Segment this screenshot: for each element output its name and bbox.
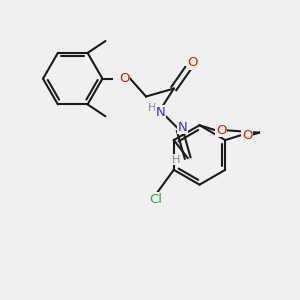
Text: O: O [119, 72, 130, 85]
Text: O: O [242, 129, 252, 142]
Text: O: O [188, 56, 198, 69]
Text: H: H [148, 103, 156, 113]
Text: O: O [216, 124, 226, 137]
Text: N: N [156, 106, 166, 119]
Text: N: N [178, 121, 188, 134]
Text: Cl: Cl [149, 193, 163, 206]
Text: H: H [172, 155, 180, 165]
